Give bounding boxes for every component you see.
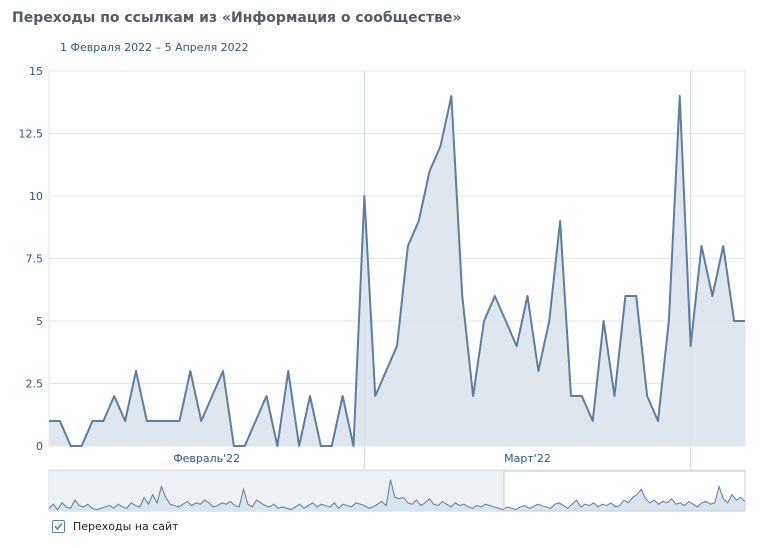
data-point	[47, 419, 51, 423]
data-point	[547, 319, 551, 323]
data-point	[123, 419, 127, 423]
series-checkbox[interactable]	[52, 520, 65, 533]
legend-label: Переходы на сайт	[73, 520, 179, 533]
y-tick-label: 0	[36, 440, 43, 453]
data-point	[91, 419, 95, 423]
y-tick-label: 5	[36, 315, 43, 328]
chart-title: Переходы по ссылкам из «Информация о соо…	[12, 10, 462, 26]
data-point	[710, 294, 714, 298]
data-point	[58, 419, 62, 423]
data-point	[243, 444, 247, 448]
data-point	[558, 219, 562, 223]
navigator-line	[48, 479, 746, 511]
data-point	[373, 394, 377, 398]
data-point	[156, 419, 160, 423]
y-tick-label: 15	[29, 65, 43, 78]
data-point	[732, 319, 736, 323]
data-point	[167, 419, 171, 423]
data-point	[569, 394, 573, 398]
data-point	[199, 419, 203, 423]
data-point	[449, 94, 453, 98]
data-point	[591, 419, 595, 423]
data-point	[188, 369, 192, 373]
data-point	[254, 419, 258, 423]
series-area	[49, 96, 745, 446]
data-point	[460, 294, 464, 298]
data-point	[362, 194, 366, 198]
x-month-label: Февраль'22	[173, 452, 240, 465]
data-point	[428, 169, 432, 173]
data-point	[743, 319, 747, 323]
data-point	[580, 394, 584, 398]
series-line	[49, 95, 745, 447]
data-point	[700, 244, 704, 248]
y-tick-label: 10	[29, 190, 43, 203]
y-tick-label: 12.5	[19, 128, 44, 141]
data-point	[417, 219, 421, 223]
data-point	[286, 369, 290, 373]
data-point	[134, 369, 138, 373]
navigator-area	[49, 479, 745, 511]
data-point	[112, 394, 116, 398]
data-point	[210, 394, 214, 398]
data-point	[645, 394, 649, 398]
data-point	[319, 444, 323, 448]
data-point	[406, 244, 410, 248]
data-point	[634, 294, 638, 298]
data-point	[613, 394, 617, 398]
data-point	[678, 94, 682, 98]
data-point	[656, 419, 660, 423]
data-point	[526, 294, 530, 298]
data-point	[504, 319, 508, 323]
data-point	[536, 369, 540, 373]
data-point	[493, 294, 497, 298]
navigator-selection[interactable]	[503, 470, 746, 512]
checkmark-icon	[54, 522, 63, 531]
legend: Переходы на сайт	[52, 520, 179, 533]
x-month-label: Март'22	[504, 452, 551, 465]
data-point	[275, 444, 279, 448]
data-point	[341, 394, 345, 398]
y-tick-label: 2.5	[26, 378, 44, 391]
data-point	[145, 419, 149, 423]
data-point	[308, 394, 312, 398]
data-point	[721, 244, 725, 248]
data-point	[80, 444, 84, 448]
data-point	[515, 344, 519, 348]
data-point	[330, 444, 334, 448]
data-point	[178, 419, 182, 423]
data-point	[69, 444, 73, 448]
data-point	[602, 319, 606, 323]
data-point	[352, 444, 356, 448]
date-range-link[interactable]: 1 Февраля 2022 – 5 Апреля 2022	[60, 41, 249, 54]
data-point	[384, 369, 388, 373]
data-point	[232, 444, 236, 448]
data-point	[395, 344, 399, 348]
data-point	[623, 294, 627, 298]
data-point	[265, 394, 269, 398]
data-point	[439, 144, 443, 148]
data-point	[297, 444, 301, 448]
data-point	[482, 319, 486, 323]
y-tick-label: 7.5	[26, 253, 44, 266]
data-point	[689, 344, 693, 348]
data-point	[667, 319, 671, 323]
data-point	[221, 369, 225, 373]
data-point	[471, 394, 475, 398]
data-point	[101, 419, 105, 423]
